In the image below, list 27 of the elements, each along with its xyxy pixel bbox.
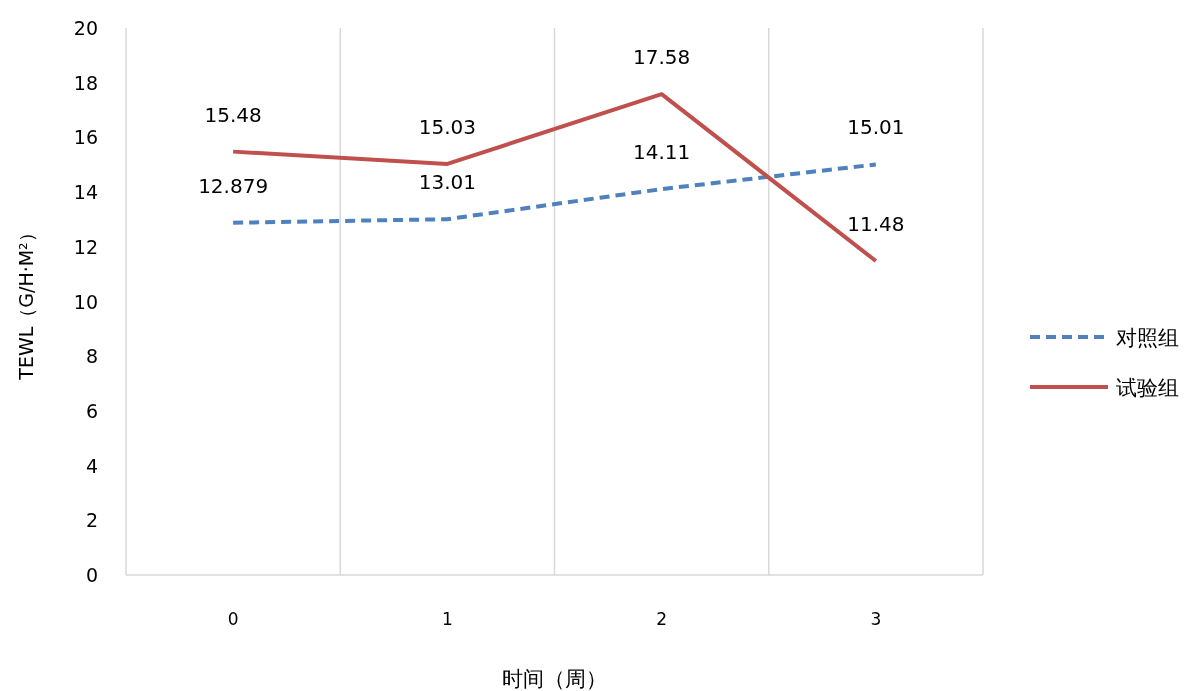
data-label: 11.48 [847, 212, 905, 237]
data-label: 15.48 [204, 102, 262, 127]
y-tick-label: 10 [73, 290, 98, 313]
data-label: 14.11 [632, 140, 691, 165]
y-tick-label: 16 [73, 126, 98, 149]
x-tick-label: 3 [870, 609, 882, 629]
y-axis-title: TEWL（G/H·M²） [15, 223, 37, 381]
y-tick-label: 6 [85, 399, 98, 422]
legend-label: 对照组 [1116, 326, 1179, 350]
legend-label: 试验组 [1116, 376, 1179, 400]
y-tick-label: 4 [85, 454, 98, 477]
y-tick-label: 18 [73, 71, 98, 94]
x-tick-label: 0 [227, 609, 239, 629]
y-tick-label: 20 [73, 17, 98, 39]
data-label: 12.879 [198, 173, 269, 198]
data-label: 15.01 [847, 115, 905, 140]
y-tick-label: 8 [85, 345, 98, 368]
x-axis-title: 时间（周） [502, 667, 607, 691]
x-tick-label: 2 [656, 609, 668, 629]
y-tick-label: 2 [85, 509, 98, 532]
data-label: 17.58 [632, 45, 691, 70]
x-tick-label: 1 [441, 609, 453, 629]
y-tick-label: 0 [85, 564, 98, 586]
data-label: 13.01 [418, 170, 477, 195]
data-label: 15.03 [418, 114, 477, 139]
y-tick-label: 14 [73, 181, 98, 204]
y-tick-label: 12 [73, 235, 98, 258]
